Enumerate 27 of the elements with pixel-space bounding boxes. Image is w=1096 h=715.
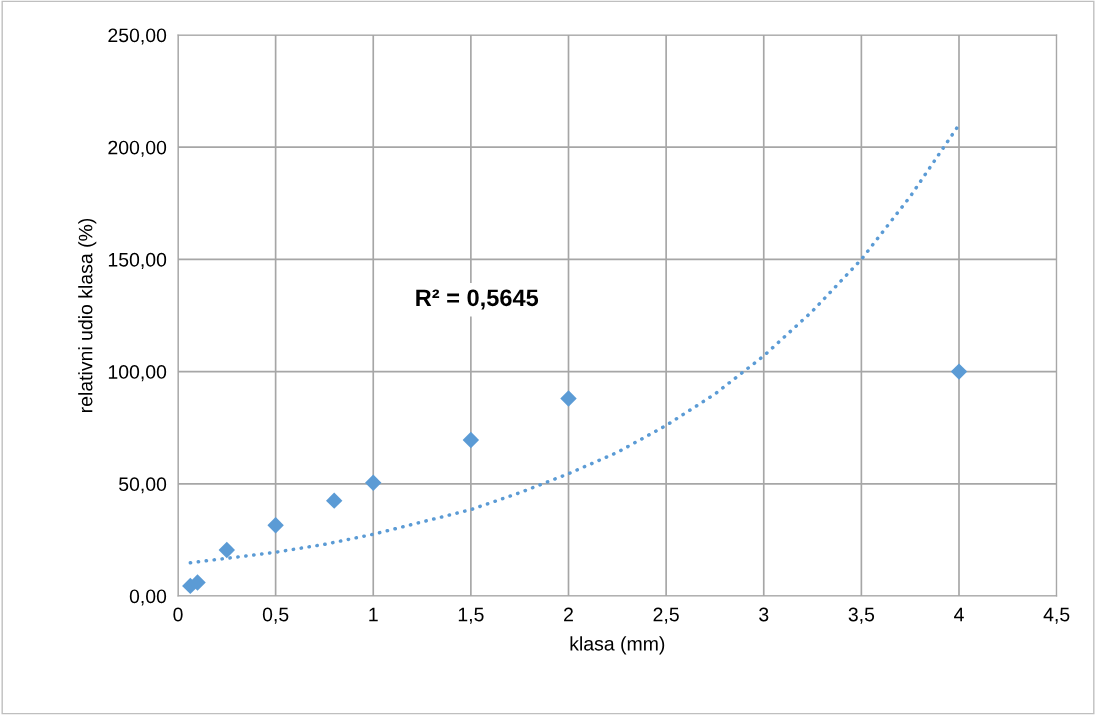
- y-tick-label: 250,00: [108, 28, 167, 45]
- point: [218, 541, 236, 559]
- x-axis-title: klasa (mm): [570, 636, 665, 655]
- x-tick-label: 4: [954, 607, 964, 622]
- x-tick-label: 4,5: [1043, 607, 1070, 624]
- y-axis-title: relativni udio klasa (%): [78, 218, 97, 413]
- y-tick-label: 100,00: [108, 365, 167, 382]
- y-tick-label: 200,00: [108, 140, 167, 157]
- point: [267, 517, 284, 534]
- point: [462, 431, 480, 449]
- x-tick-label: 3,5: [848, 607, 875, 624]
- y-tick-label: 0,00: [129, 589, 167, 606]
- x-tick-label: 3: [759, 607, 769, 622]
- y-tick-label: 150,00: [108, 252, 167, 269]
- point: [560, 390, 577, 407]
- point: [325, 492, 343, 509]
- line-series: [188, 123, 961, 565]
- x-tick-label: 2: [564, 607, 573, 622]
- x-tick-label: 1: [369, 607, 378, 622]
- x-tick-label: 2,5: [653, 607, 679, 624]
- point: [365, 474, 382, 491]
- x-tick-label: 0: [173, 607, 183, 622]
- annotation: R² = 0,5645: [416, 289, 539, 310]
- y-tick-label: 50,00: [119, 477, 167, 494]
- x-tick-label: 0,5: [262, 607, 289, 624]
- x-tick-label: 1,5: [458, 607, 484, 624]
- point: [950, 363, 968, 380]
